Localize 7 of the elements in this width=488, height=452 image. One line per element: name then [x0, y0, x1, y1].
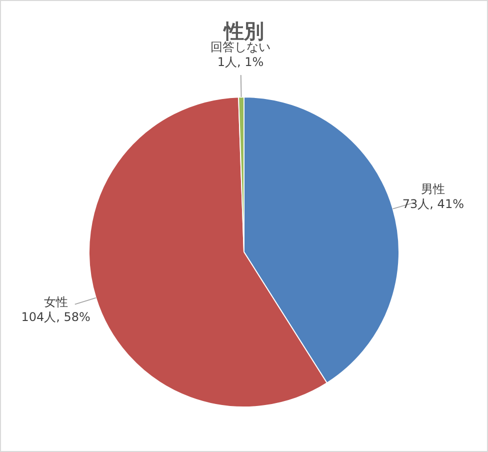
chart-title: 性別 — [222, 19, 264, 43]
data-label: 104人, 58% — [21, 310, 90, 324]
data-label: 73人, 41% — [402, 197, 464, 212]
slice-label: 回答しない — [210, 40, 271, 54]
data-label: 1人, 1% — [217, 55, 264, 70]
slice-label: 男性 — [421, 182, 446, 196]
slice-label: 女性 — [44, 295, 68, 310]
